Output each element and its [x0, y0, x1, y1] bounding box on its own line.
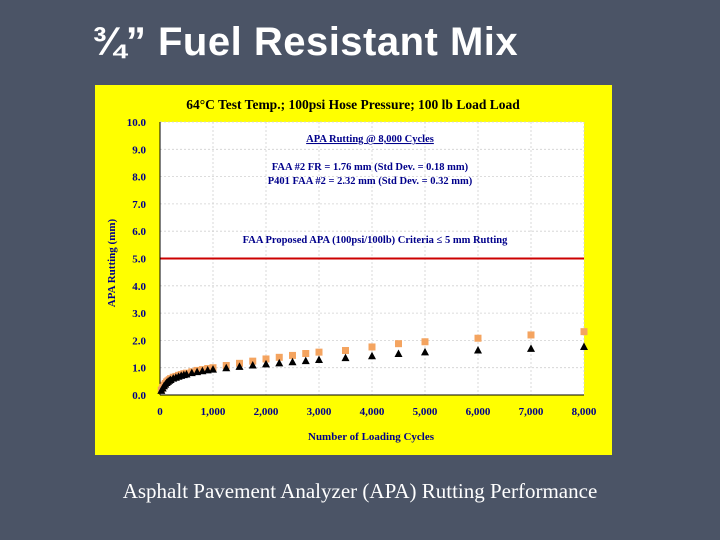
- y-tick-label: 7.0: [132, 199, 146, 211]
- y-tick-label: 2.0: [132, 335, 146, 347]
- y-tick-label: 9.0: [132, 144, 146, 156]
- x-tick-label: 6,000: [466, 406, 491, 418]
- x-tick-label: 5,000: [413, 406, 438, 418]
- data-point-faa2-fr: [262, 359, 270, 368]
- y-tick-label: 8.0: [132, 172, 146, 184]
- y-tick-label: 1.0: [132, 363, 146, 375]
- x-axis-label: Number of Loading Cycles: [308, 431, 435, 443]
- data-point-p401: [527, 331, 535, 339]
- data-point-faa2-fr: [368, 351, 376, 360]
- x-tick-label: 7,000: [519, 406, 544, 418]
- data-point-p401: [368, 343, 376, 351]
- x-tick-label: 0: [157, 406, 163, 418]
- y-tick-label: 10.0: [127, 117, 147, 129]
- y-tick-label: 0.0: [132, 390, 146, 402]
- x-tick-label: 8,000: [572, 406, 597, 418]
- data-point-faa2-fr: [315, 355, 323, 364]
- x-tick-label: 4,000: [360, 406, 385, 418]
- y-tick-label: 4.0: [132, 281, 146, 293]
- data-point-p401: [302, 350, 310, 358]
- x-axis: 0 1,000 2,000 3,000 4,000 5,000 6,000 7,000 8,00…: [157, 394, 597, 418]
- data-point-faa2-fr: [248, 361, 257, 369]
- data-point-faa2-fr: [301, 356, 310, 365]
- data-point-p401: [474, 334, 482, 342]
- y-tick-label: 3.0: [132, 308, 146, 320]
- annotation-criteria: FAA Proposed APA (100psi/100lb) Criteria…: [243, 235, 509, 246]
- y-tick-label: 6.0: [132, 226, 146, 238]
- y-axis-label: APA Rutting (mm): [106, 218, 118, 307]
- chart-title: 64°C Test Temp.; 100psi Hose Pressure; 1…: [186, 97, 520, 112]
- x-tick-label: 2,000: [254, 406, 279, 418]
- data-markers: [157, 328, 588, 394]
- data-point-faa2-fr: [275, 358, 284, 367]
- annotation-line2: P401 FAA #2 = 2.32 mm (Std Dev. = 0.32 m…: [268, 176, 473, 187]
- data-point-p401: [421, 338, 429, 346]
- data-point-faa2-fr: [527, 344, 535, 352]
- data-point-faa2-fr: [474, 346, 482, 354]
- data-point-p401: [315, 348, 323, 356]
- chart-panel: 64°C Test Temp.; 100psi Hose Pressure; 1…: [95, 85, 612, 455]
- data-point-faa2-fr: [341, 353, 350, 362]
- y-axis: 0.0 1.0 2.0 3.0 4.0 5.0 6.0 7.0 8.0 9.0 10.0: [127, 117, 161, 402]
- x-tick-label: 1,000: [201, 406, 226, 418]
- x-tick-label: 3,000: [307, 406, 332, 418]
- data-point-faa2-fr: [421, 347, 429, 356]
- data-point-p401: [262, 355, 270, 363]
- data-point-faa2-fr: [580, 342, 588, 350]
- data-point-p401: [289, 351, 296, 359]
- data-point-p401: [395, 340, 402, 348]
- slide-title: ¾” Fuel Resistant Mix: [92, 20, 652, 72]
- data-point-p401: [342, 347, 349, 355]
- data-point-faa2-fr: [235, 362, 244, 370]
- data-point-p401: [580, 328, 588, 336]
- data-point-faa2-fr: [394, 349, 403, 358]
- apa-rutting-chart: 64°C Test Temp.; 100psi Hose Pressure; 1…: [106, 97, 597, 443]
- annotation-line1: FAA #2 FR = 1.76 mm (Std Dev. = 0.18 mm): [272, 162, 469, 173]
- data-point-faa2-fr: [222, 363, 231, 372]
- annotation-heading: APA Rutting @ 8,000 Cycles: [306, 134, 434, 145]
- slide-caption: Asphalt Pavement Analyzer (APA) Rutting …: [0, 479, 720, 504]
- data-point-p401: [275, 353, 283, 361]
- slide-title-text: ¾” Fuel Resistant Mix: [92, 20, 519, 64]
- slide-caption-text: Asphalt Pavement Analyzer (APA) Rutting …: [122, 479, 598, 503]
- y-tick-label: 5.0: [132, 254, 146, 266]
- data-point-faa2-fr: [288, 357, 297, 366]
- data-point-faa2-fr: [209, 365, 217, 373]
